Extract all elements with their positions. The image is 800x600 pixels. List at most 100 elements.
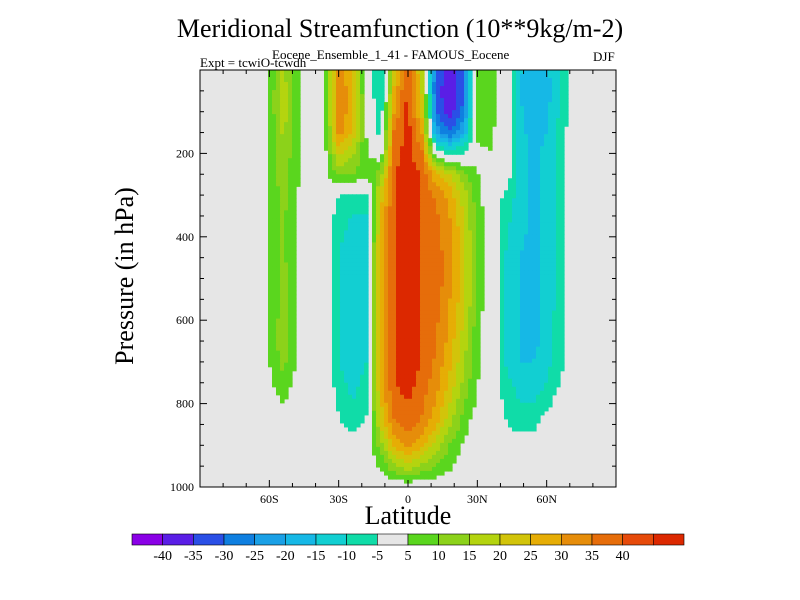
contour-cell	[384, 206, 389, 211]
contour-cell	[284, 198, 289, 203]
contour-cell	[368, 170, 373, 175]
contour-cell	[280, 94, 285, 99]
contour-cell	[388, 118, 393, 123]
contour-cell	[560, 322, 565, 328]
contour-cell	[400, 242, 405, 248]
contour-cell	[348, 138, 353, 143]
contour-cell	[404, 270, 409, 276]
contour-cell	[560, 354, 565, 360]
contour-cell	[452, 134, 457, 139]
contour-cell	[560, 146, 565, 151]
contour-cell	[528, 402, 533, 408]
contour-cell	[268, 306, 273, 312]
contour-cell	[416, 326, 421, 332]
contour-cell	[432, 130, 437, 135]
contour-cell	[272, 118, 277, 123]
contour-cell	[396, 110, 401, 115]
contour-cell	[448, 378, 453, 384]
contour-cell	[292, 158, 297, 163]
contour-cell	[376, 290, 381, 296]
contour-cell	[460, 166, 465, 171]
contour-cell	[468, 130, 473, 135]
contour-cell	[544, 230, 549, 235]
contour-cell	[500, 226, 505, 231]
contour-cell	[372, 378, 377, 384]
contour-cell	[280, 238, 285, 244]
contour-cell	[344, 330, 349, 336]
contour-cell	[512, 330, 517, 336]
contour-cell	[400, 114, 405, 119]
contour-cell	[424, 250, 429, 256]
contour-cell	[324, 146, 329, 151]
contour-cell	[404, 194, 409, 199]
contour-cell	[448, 178, 453, 183]
contour-cell	[288, 266, 293, 272]
contour-cell	[520, 102, 525, 107]
contour-cell	[284, 254, 289, 260]
contour-cell	[480, 74, 485, 79]
contour-cell	[536, 278, 541, 284]
contour-cell	[432, 230, 437, 235]
contour-cell	[348, 334, 353, 340]
contour-cell	[344, 218, 349, 223]
contour-cell	[456, 302, 461, 308]
contour-cell	[376, 314, 381, 320]
contour-cell	[440, 78, 445, 83]
contour-cell	[388, 366, 393, 372]
contour-cell	[340, 410, 345, 416]
contour-cell	[476, 262, 481, 268]
contour-cell	[516, 118, 521, 123]
contour-cell	[504, 214, 509, 219]
contour-cell	[408, 410, 413, 416]
contour-cell	[544, 210, 549, 215]
contour-cell	[340, 174, 345, 179]
contour-cell	[504, 246, 509, 252]
contour-cell	[432, 294, 437, 300]
contour-cell	[560, 338, 565, 344]
contour-cell	[420, 126, 425, 131]
contour-cell	[348, 298, 353, 304]
contour-cell	[524, 102, 529, 107]
contour-cell	[472, 286, 477, 292]
contour-cell	[348, 318, 353, 324]
contour-cell	[332, 286, 337, 292]
contour-cell	[388, 266, 393, 272]
contour-cell	[524, 82, 529, 87]
contour-cell	[516, 298, 521, 304]
contour-cell	[276, 382, 281, 388]
contour-cell	[476, 238, 481, 244]
contour-cell	[388, 90, 393, 95]
contour-cell	[388, 342, 393, 348]
contour-cell	[384, 350, 389, 356]
contour-cell	[456, 266, 461, 272]
contour-cell	[404, 98, 409, 103]
contour-cell	[536, 418, 541, 424]
contour-cell	[348, 354, 353, 360]
contour-cell	[352, 258, 357, 264]
contour-cell	[556, 326, 561, 332]
contour-cell	[512, 290, 517, 296]
contour-cell	[508, 194, 513, 199]
contour-cell	[432, 194, 437, 199]
contour-cell	[440, 178, 445, 183]
contour-cell	[460, 406, 465, 412]
contour-cell	[404, 226, 409, 231]
contour-cell	[392, 150, 397, 155]
contour-cell	[364, 354, 369, 360]
contour-cell	[384, 118, 389, 123]
contour-cell	[444, 390, 449, 396]
contour-cell	[548, 106, 553, 111]
contour-cell	[392, 386, 397, 392]
contour-cell	[288, 346, 293, 352]
contour-cell	[356, 222, 361, 227]
contour-cell	[460, 358, 465, 364]
contour-cell	[524, 106, 529, 111]
contour-cell	[548, 310, 553, 316]
contour-cell	[504, 346, 509, 352]
contour-cell	[276, 342, 281, 348]
contour-cell	[328, 126, 333, 131]
contour-cell	[536, 90, 541, 95]
contour-cell	[380, 258, 385, 264]
contour-cell	[512, 382, 517, 388]
contour-cell	[464, 382, 469, 388]
